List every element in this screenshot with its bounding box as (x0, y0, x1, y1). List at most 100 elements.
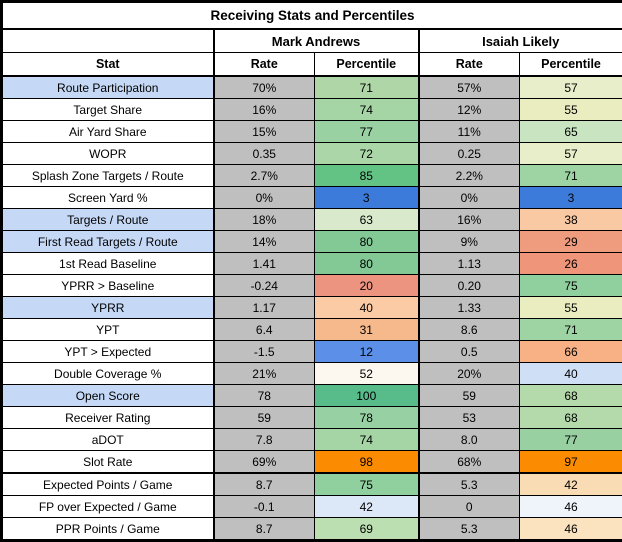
rate-cell-likely: 2.2% (419, 165, 520, 187)
percentile-cell-likely: 57 (520, 143, 622, 165)
rate-cell-likely: 0.5 (419, 341, 520, 363)
stat-cell: First Read Targets / Route (2, 231, 214, 253)
percentile-cell-mark: 63 (315, 209, 419, 231)
stat-cell: PPR Points / Game (2, 518, 214, 541)
rate-cell-likely: 5.3 (419, 473, 520, 496)
percentile-cell-mark: 71 (315, 76, 419, 99)
rate-cell-mark: 69% (214, 451, 315, 474)
stat-cell: 1st Read Baseline (2, 253, 214, 275)
rate-cell-likely: 0 (419, 496, 520, 518)
stat-cell: FP over Expected / Game (2, 496, 214, 518)
rate-cell-likely: 0.25 (419, 143, 520, 165)
percentile-cell-likely: 71 (520, 165, 622, 187)
percentile-cell-likely: 68 (520, 407, 622, 429)
rate-cell-mark: 16% (214, 99, 315, 121)
stat-cell: Expected Points / Game (2, 473, 214, 496)
column-header-rate-likely: Rate (419, 53, 520, 77)
stat-cell: YPRR > Baseline (2, 275, 214, 297)
rate-cell-likely: 9% (419, 231, 520, 253)
percentile-cell-mark: 78 (315, 407, 419, 429)
percentile-cell-likely: 3 (520, 187, 622, 209)
column-header-rate-mark: Rate (214, 53, 315, 77)
stat-cell: Route Participation (2, 76, 214, 99)
rate-cell-likely: 20% (419, 363, 520, 385)
stat-cell: Double Coverage % (2, 363, 214, 385)
stat-cell: YPT > Expected (2, 341, 214, 363)
percentile-cell-likely: 68 (520, 385, 622, 407)
table-title-row: Receiving Stats and Percentiles (2, 2, 622, 30)
rate-cell-mark: 2.7% (214, 165, 315, 187)
percentile-cell-likely: 42 (520, 473, 622, 496)
stat-cell: Splash Zone Targets / Route (2, 165, 214, 187)
percentile-cell-mark: 40 (315, 297, 419, 319)
percentile-cell-likely: 57 (520, 76, 622, 99)
rate-cell-likely: 53 (419, 407, 520, 429)
rate-cell-likely: 0% (419, 187, 520, 209)
rate-cell-mark: 6.4 (214, 319, 315, 341)
percentile-cell-likely: 77 (520, 429, 622, 451)
percentile-cell-likely: 38 (520, 209, 622, 231)
rate-cell-mark: 1.41 (214, 253, 315, 275)
percentile-cell-mark: 100 (315, 385, 419, 407)
percentile-cell-mark: 74 (315, 99, 419, 121)
percentile-cell-likely: 46 (520, 518, 622, 541)
rate-cell-mark: 0.35 (214, 143, 315, 165)
rate-cell-likely: 12% (419, 99, 520, 121)
rate-cell-likely: 59 (419, 385, 520, 407)
percentile-cell-likely: 65 (520, 121, 622, 143)
stat-cell: Screen Yard % (2, 187, 214, 209)
rate-cell-mark: -0.1 (214, 496, 315, 518)
stat-cell: Target Share (2, 99, 214, 121)
rate-cell-mark: 21% (214, 363, 315, 385)
player-header-mark-andrews: Mark Andrews (214, 29, 419, 53)
rate-cell-likely: 8.0 (419, 429, 520, 451)
rate-cell-mark: 59 (214, 407, 315, 429)
percentile-cell-mark: 80 (315, 231, 419, 253)
percentile-cell-mark: 75 (315, 473, 419, 496)
rate-cell-mark: -0.24 (214, 275, 315, 297)
receiving-stats-panel: Receiving Stats and Percentiles Mark And… (0, 0, 622, 519)
rate-cell-mark: 7.8 (214, 429, 315, 451)
stat-cell: Receiver Rating (2, 407, 214, 429)
percentile-cell-likely: 75 (520, 275, 622, 297)
rate-cell-likely: 0.20 (419, 275, 520, 297)
percentile-cell-mark: 74 (315, 429, 419, 451)
rate-cell-mark: -1.5 (214, 341, 315, 363)
percentile-cell-mark: 77 (315, 121, 419, 143)
column-header-row: Stat Rate Percentile Rate Percentile (2, 53, 622, 77)
rate-cell-likely: 1.13 (419, 253, 520, 275)
stat-cell: YPT (2, 319, 214, 341)
rate-cell-mark: 78 (214, 385, 315, 407)
rate-cell-mark: 14% (214, 231, 315, 253)
stat-cell: WOPR (2, 143, 214, 165)
percentile-cell-likely: 29 (520, 231, 622, 253)
percentile-cell-mark: 98 (315, 451, 419, 474)
rate-cell-likely: 11% (419, 121, 520, 143)
rate-cell-mark: 15% (214, 121, 315, 143)
percentile-cell-likely: 97 (520, 451, 622, 474)
percentile-cell-mark: 31 (315, 319, 419, 341)
percentile-cell-likely: 26 (520, 253, 622, 275)
stat-cell: Open Score (2, 385, 214, 407)
column-header-percentile-likely: Percentile (520, 53, 622, 77)
percentile-cell-likely: 40 (520, 363, 622, 385)
percentile-cell-mark: 20 (315, 275, 419, 297)
corner-cell (2, 29, 214, 53)
percentile-cell-mark: 80 (315, 253, 419, 275)
rate-cell-mark: 70% (214, 76, 315, 99)
